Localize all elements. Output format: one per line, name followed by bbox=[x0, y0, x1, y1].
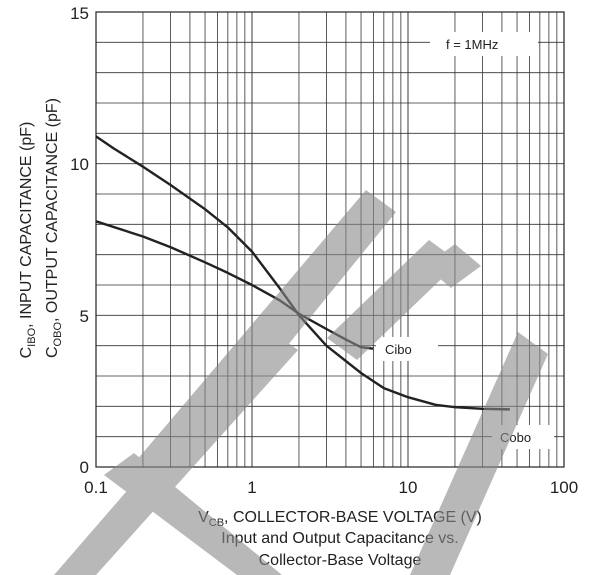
x-tick-label: 0.1 bbox=[84, 478, 108, 497]
series-label-box bbox=[376, 337, 438, 361]
series-label: Cibo bbox=[385, 342, 412, 357]
chart-title-line-2: Collector-Base Voltage bbox=[259, 552, 422, 569]
chart-title-line-1: Input and Output Capacitance vs. bbox=[221, 530, 458, 547]
x-tick-label: 100 bbox=[550, 478, 578, 497]
plot-frame bbox=[95, 11, 565, 468]
y-tick-label: 5 bbox=[80, 307, 89, 326]
y-tick-label: 10 bbox=[70, 155, 89, 174]
y-axis-label-input: CIBO, INPUT CAPACITANCE (pF) bbox=[18, 122, 38, 359]
frequency-note-box bbox=[430, 32, 538, 56]
y-tick-label: 0 bbox=[80, 458, 89, 477]
x-tick-label: 1 bbox=[247, 478, 256, 497]
frequency-note: f = 1MHz bbox=[446, 37, 498, 52]
watermark bbox=[54, 190, 548, 575]
y-tick-label: 15 bbox=[70, 4, 89, 23]
y-axis-label-output: COBO, OUTPUT CAPACITANCE (pF) bbox=[44, 98, 64, 358]
x-tick-label: 10 bbox=[399, 478, 418, 497]
